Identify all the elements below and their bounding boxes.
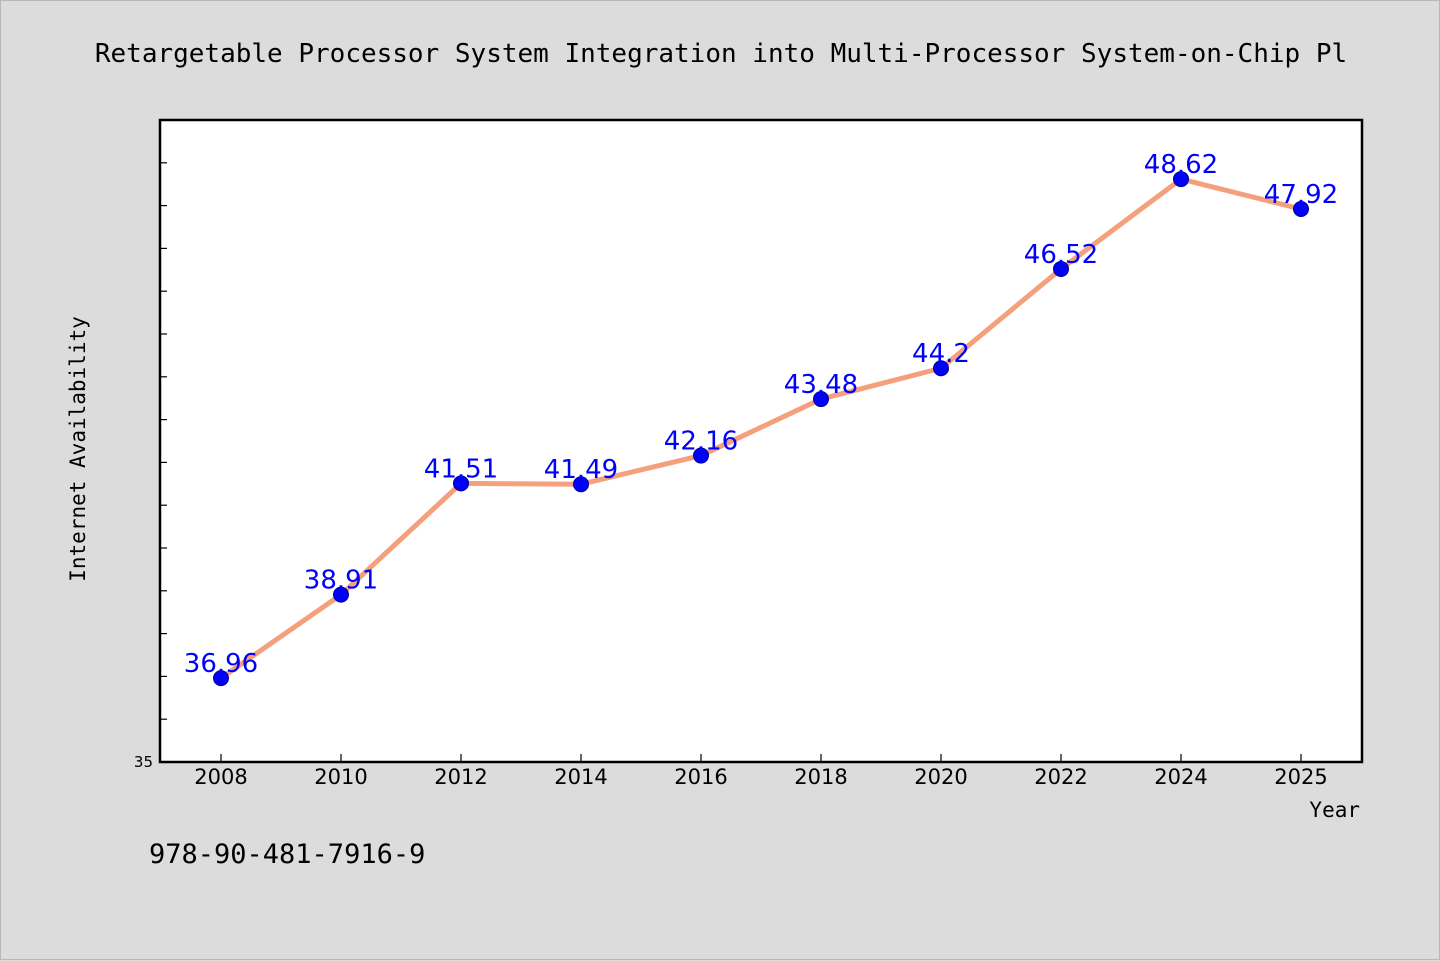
y-axis-label: Internet Availability (66, 316, 90, 582)
data-point (333, 586, 349, 603)
data-label: 41.51 (424, 454, 498, 484)
data-label: 46.52 (1024, 240, 1098, 270)
y-axis-ticks (160, 162, 167, 720)
x-tick-label: 2010 (314, 765, 367, 789)
x-axis-tick-labels: 2008 2010 2012 2014 2016 2018 2020 2022 2024 2025 (194, 765, 1327, 789)
data-point (453, 475, 469, 492)
data-label: 41.49 (544, 455, 618, 485)
data-labels: 36.96 38.91 41.51 41.49 42.16 43.48 44.2 46.52 4… (184, 150, 1338, 679)
series-line (218, 176, 1304, 681)
isbn-text: 978-90-481-7916-9 (149, 839, 425, 870)
x-tick-label: 2018 (794, 765, 847, 789)
data-label: 44.2 (912, 339, 970, 369)
x-tick-label: 2008 (194, 765, 247, 789)
x-axis-ticks (220, 754, 1302, 762)
data-label: 48.62 (1144, 150, 1218, 180)
data-label: 47.92 (1264, 180, 1338, 210)
data-point (933, 360, 949, 377)
data-label: 42.16 (664, 427, 738, 457)
x-axis-label: Year (1309, 798, 1360, 822)
y-axis-min-label: 35 (134, 753, 153, 771)
x-tick-label: 2014 (554, 765, 607, 789)
x-tick-label: 2020 (914, 765, 967, 789)
data-point (1053, 260, 1069, 277)
data-point (1173, 171, 1189, 188)
chart-title: Retargetable Processor System Integratio… (95, 39, 1347, 69)
data-point (213, 670, 229, 687)
x-tick-label: 2016 (674, 765, 727, 789)
data-point (573, 476, 589, 493)
data-label: 36.96 (184, 649, 258, 679)
x-tick-label: 2022 (1034, 765, 1087, 789)
data-point (1293, 201, 1309, 218)
x-tick-label: 2012 (434, 765, 487, 789)
data-point (693, 447, 709, 464)
data-markers (213, 171, 1309, 687)
data-point (813, 391, 829, 408)
x-tick-label: 2024 (1154, 765, 1207, 789)
x-tick-label: 2025 (1274, 765, 1327, 789)
data-label: 43.48 (784, 370, 858, 400)
data-label: 38.91 (304, 566, 378, 596)
plot-area (158, 118, 1364, 764)
